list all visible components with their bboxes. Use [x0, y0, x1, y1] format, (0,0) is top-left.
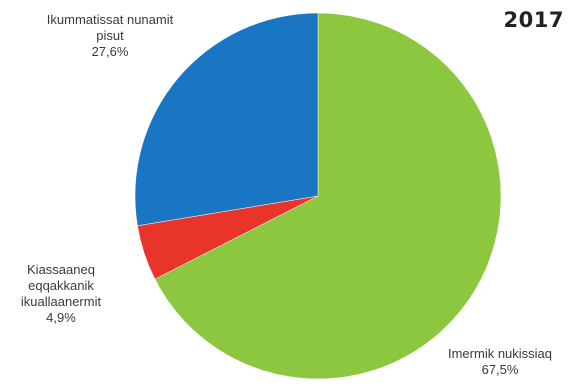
slice-label-kiassaaneq: Kiassaaneq eqqakkanik ikuallaanermit 4,9… — [6, 262, 116, 326]
slice-value-label: 4,9% — [46, 310, 76, 325]
chart-title: 2017 — [503, 8, 564, 32]
slice-label-text: ikuallaanermit — [20, 294, 102, 309]
slice-label-text: Kiassaaneq — [27, 262, 95, 277]
slice-label-ikummatissat: Ikummatissat nunamit pisut 27,6% — [20, 12, 200, 60]
slice-label-text: Ikummatissat nunamit — [46, 12, 174, 27]
pie-slices — [134, 12, 502, 380]
slice-value-label: 67,5% — [481, 362, 519, 377]
slice-label-text: eqqakkanik — [28, 278, 94, 293]
slice-value-label: 27,6% — [91, 44, 129, 59]
slice-label-text: pisut — [96, 28, 124, 43]
pie-slice-imermik — [154, 12, 502, 380]
slice-label-text: Imermik nukissiaq — [447, 346, 553, 361]
pie-slice-ikummatissat — [134, 12, 319, 227]
slice-label-imermik: Imermik nukissiaq 67,5% — [420, 346, 578, 378]
